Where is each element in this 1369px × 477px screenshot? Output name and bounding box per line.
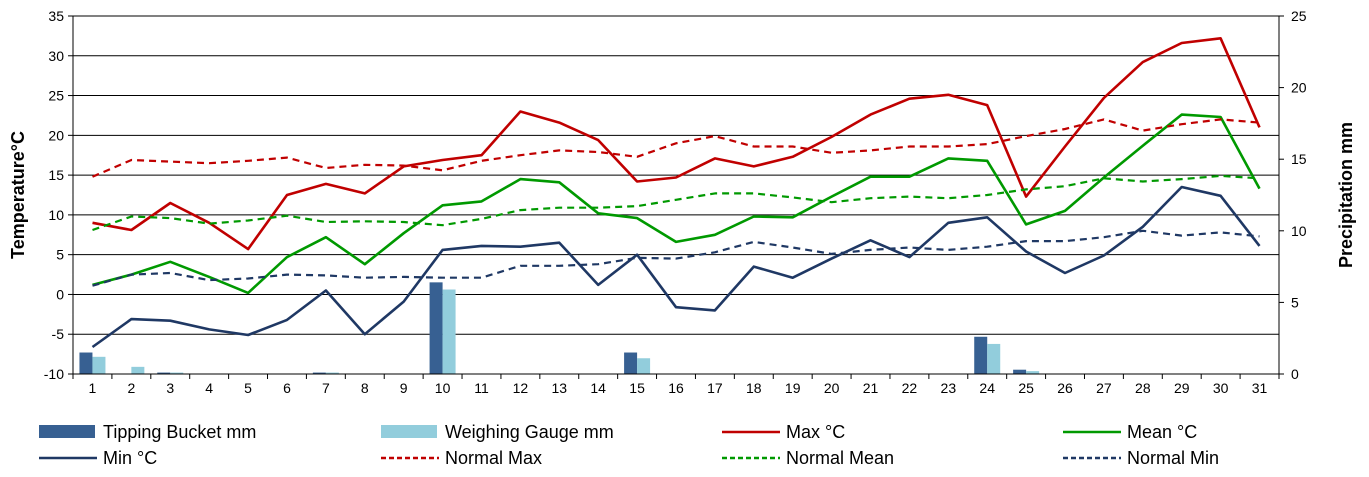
x-tick-label: 28 (1135, 380, 1151, 396)
right-tick-label: 25 (1291, 8, 1307, 24)
legend-label: Normal Max (445, 448, 542, 468)
legend-label: Mean °C (1127, 422, 1197, 442)
x-tick-label: 30 (1213, 380, 1229, 396)
series-line (92, 36, 1261, 251)
legend-label: Tipping Bucket mm (103, 422, 256, 442)
bar-tipping-bucket (624, 352, 638, 374)
x-axis-ticks: 1 2 3 4 5 6 7 8 9 10 11 12 13 14 15 16 17 18 19 20 21 22 23 24 2… (72, 374, 1280, 396)
right-tick-label: 15 (1291, 151, 1307, 167)
legend-label: Min °C (103, 448, 157, 468)
left-axis-title: Temperature°C (8, 131, 28, 259)
x-tick-label: 2 (127, 380, 135, 396)
left-tick-label: 30 (48, 48, 64, 64)
temperature-lines (91, 36, 1261, 349)
x-tick-label: 27 (1096, 380, 1112, 396)
bar-tipping-bucket (312, 372, 326, 374)
x-tick-label: 1 (89, 380, 97, 396)
right-tick-label: 5 (1291, 294, 1299, 310)
series-line (92, 229, 1260, 287)
legend-label: Normal Mean (786, 448, 894, 468)
x-tick-label: 22 (902, 380, 918, 396)
bar-tipping-bucket (157, 372, 171, 374)
legend-item: Tipping Bucket mm (39, 422, 256, 442)
right-tick-label: 10 (1291, 223, 1307, 239)
series-line (92, 174, 1260, 232)
bar-weighing-gauge (170, 372, 184, 374)
left-tick-label: 5 (56, 247, 64, 263)
series-line (92, 113, 1261, 295)
series-line (91, 185, 1261, 349)
bar-weighing-gauge (987, 343, 1001, 374)
x-tick-label: 21 (863, 380, 879, 396)
left-axis-ticks: -10 -5 0 5 10 15 20 25 30 35 (44, 8, 73, 382)
plot-area-frame (72, 15, 1280, 375)
x-tick-label: 11 (474, 380, 489, 396)
bar-weighing-gauge (92, 356, 106, 374)
bar-tipping-bucket (1013, 369, 1027, 374)
x-tick-label: 15 (629, 380, 645, 396)
bar-tipping-bucket (429, 282, 443, 374)
x-tick-label: 23 (941, 380, 957, 396)
x-tick-label: 12 (513, 380, 529, 396)
bar-tipping-bucket (79, 352, 93, 374)
x-tick-label: 25 (1018, 380, 1034, 396)
right-tick-label: 0 (1291, 366, 1299, 382)
x-tick-label: 24 (979, 380, 995, 396)
right-axis-title: Precipitation mm (1336, 122, 1356, 268)
legend-swatch (39, 425, 95, 438)
left-tick-label: -5 (52, 326, 65, 342)
x-tick-label: 9 (400, 380, 408, 396)
x-tick-label: 31 (1252, 380, 1268, 396)
bar-weighing-gauge (442, 289, 456, 374)
legend-label: Max °C (786, 422, 845, 442)
bar-tipping-bucket (974, 336, 988, 374)
legend-label: Weighing Gauge mm (445, 422, 614, 442)
left-tick-label: 20 (48, 127, 64, 143)
right-axis-ticks: 0 5 10 15 20 25 (1279, 8, 1307, 382)
bar-weighing-gauge (325, 372, 339, 374)
x-tick-label: 6 (283, 380, 291, 396)
left-tick-label: 15 (48, 167, 64, 183)
legend-item: Mean °C (1063, 422, 1197, 442)
left-tick-label: 10 (48, 207, 64, 223)
legend-item: Normal Mean (722, 448, 894, 468)
x-tick-label: 17 (707, 380, 723, 396)
series-line (92, 118, 1260, 178)
legend: Tipping Bucket mm Weighing Gauge mm Max °C… (39, 422, 1219, 468)
grid-lines (73, 15, 1279, 375)
x-tick-label: 29 (1174, 380, 1190, 396)
right-tick-label: 20 (1291, 80, 1307, 96)
left-tick-label: 0 (56, 286, 64, 302)
legend-item: Weighing Gauge mm (381, 422, 614, 442)
x-tick-label: 16 (668, 380, 684, 396)
x-tick-label: 10 (435, 380, 451, 396)
x-tick-label: 13 (552, 380, 568, 396)
bar-weighing-gauge (637, 358, 651, 374)
x-tick-label: 8 (361, 380, 369, 396)
left-tick-label: -10 (44, 366, 64, 382)
x-tick-label: 5 (244, 380, 252, 396)
bar-weighing-gauge (1026, 371, 1040, 374)
x-tick-label: 4 (205, 380, 213, 396)
legend-item: Normal Min (1063, 448, 1219, 468)
x-tick-label: 3 (166, 380, 174, 396)
left-tick-label: 35 (48, 8, 64, 24)
legend-item: Min °C (39, 448, 157, 468)
legend-item: Normal Max (381, 448, 542, 468)
precipitation-bars (79, 282, 1040, 374)
left-tick-label: 25 (48, 88, 64, 104)
x-tick-label: 14 (590, 380, 606, 396)
legend-item: Max °C (722, 422, 845, 442)
x-tick-label: 18 (746, 380, 762, 396)
x-tick-label: 7 (322, 380, 330, 396)
x-tick-label: 19 (785, 380, 801, 396)
bar-weighing-gauge (131, 366, 145, 374)
legend-swatch (381, 425, 437, 438)
x-tick-label: 26 (1057, 380, 1073, 396)
x-tick-label: 20 (824, 380, 840, 396)
legend-label: Normal Min (1127, 448, 1219, 468)
